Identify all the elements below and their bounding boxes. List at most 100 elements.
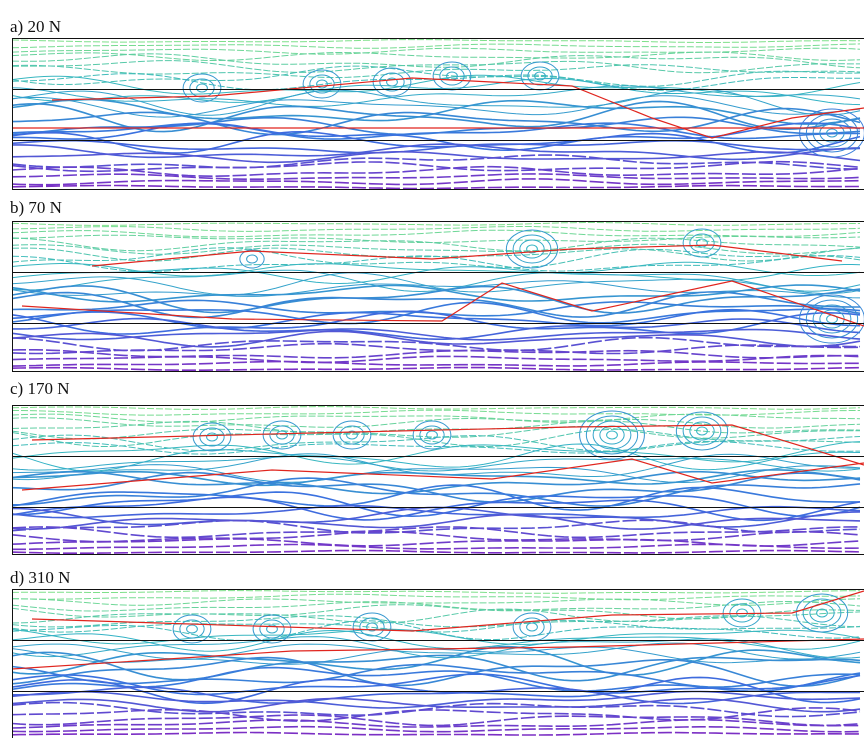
contour-loop	[812, 304, 852, 334]
red-trace	[21, 280, 864, 327]
contour-line	[12, 272, 861, 296]
contour-line	[12, 469, 861, 487]
contour-loop	[359, 617, 385, 637]
contour-line	[12, 342, 861, 355]
contour-loop	[262, 420, 302, 450]
contour-line	[12, 620, 861, 642]
contour-line	[12, 530, 861, 543]
contour-loop	[259, 619, 285, 639]
contour-loop	[519, 617, 545, 637]
contour-line	[12, 725, 861, 733]
contour-loop	[599, 425, 625, 445]
contour-line	[12, 428, 861, 448]
contour-line	[12, 65, 861, 87]
contour-loop	[805, 113, 859, 153]
contour-loop	[182, 73, 222, 103]
contour-line	[12, 628, 861, 646]
contour-line	[12, 496, 861, 522]
red-trace	[12, 638, 864, 670]
contour-line	[12, 269, 861, 293]
panel-d-label: d) 310 N	[10, 568, 71, 587]
contour-line	[12, 301, 861, 325]
panel-a-plot	[12, 38, 864, 190]
contour-loop	[606, 430, 618, 440]
contour-loop	[505, 229, 559, 269]
contour-loop	[795, 593, 849, 633]
contour-line	[12, 731, 861, 736]
contour-line	[12, 247, 861, 269]
contour-line	[12, 85, 861, 107]
contour-loop	[372, 67, 412, 97]
contour-loop	[196, 83, 208, 93]
contour-line	[12, 100, 861, 133]
contour-loop	[799, 294, 864, 344]
red-trace	[31, 590, 864, 632]
contour-loop	[826, 128, 838, 138]
contour-line	[12, 440, 861, 455]
contour-loop	[316, 79, 328, 89]
panel-c-label: c) 170 N	[10, 379, 70, 398]
contour-loop	[332, 420, 372, 450]
red-trace	[21, 458, 864, 491]
panel-b-label: b) 70 N	[10, 198, 62, 217]
red-trace	[31, 424, 864, 466]
contour-line	[12, 39, 860, 43]
contour-line	[12, 330, 861, 348]
contour-loop	[186, 624, 198, 634]
contour-line	[12, 608, 861, 624]
panel-c-plot	[12, 405, 864, 555]
contour-line	[12, 656, 861, 688]
contour-loop	[592, 420, 632, 450]
contour-line	[12, 543, 861, 551]
contour-loop	[439, 66, 465, 86]
contour-loop	[512, 234, 552, 264]
contour-loop	[682, 228, 722, 258]
contour-loop	[816, 608, 828, 618]
contour-line	[12, 491, 861, 518]
contour-line	[12, 464, 861, 484]
contour-line	[12, 264, 861, 285]
contour-line	[12, 139, 861, 154]
contour-loop	[799, 108, 864, 158]
contour-line	[12, 673, 861, 696]
contour-line	[12, 328, 861, 341]
contour-line	[12, 484, 860, 511]
contour-loop	[412, 420, 452, 450]
contour-line	[12, 686, 861, 705]
contour-loop	[802, 598, 842, 628]
contour-line	[12, 513, 861, 530]
contour-line	[12, 222, 860, 226]
contour-line	[12, 593, 861, 601]
contour-line	[12, 441, 861, 465]
contour-loop	[269, 425, 295, 445]
contour-line	[12, 317, 861, 340]
contour-line	[12, 600, 861, 612]
contour-line	[12, 477, 861, 507]
contour-loop	[199, 427, 225, 447]
contour-line	[12, 308, 861, 330]
contour-loop	[179, 619, 205, 639]
contour-line	[12, 598, 861, 606]
panel-d-plot	[12, 589, 864, 737]
contour-line	[12, 636, 861, 659]
contour-line	[12, 519, 861, 534]
contour-loop	[682, 416, 722, 446]
contour-line	[12, 51, 861, 61]
contour-line	[12, 237, 861, 252]
contour-line	[12, 690, 861, 709]
contour-line	[12, 154, 861, 170]
contour-line	[12, 291, 860, 319]
contour-line	[12, 261, 861, 277]
contour-loop	[426, 430, 438, 440]
contour-line	[12, 255, 861, 273]
contour-loop	[805, 299, 859, 339]
contour-loop	[689, 233, 715, 253]
contour-line	[12, 60, 860, 74]
contour-line	[12, 122, 860, 140]
contour-loop	[812, 118, 852, 148]
contour-loop	[239, 249, 265, 269]
contour-line	[12, 130, 861, 154]
contour-line	[12, 151, 861, 164]
red-trace	[51, 77, 864, 139]
contour-line	[12, 229, 861, 238]
